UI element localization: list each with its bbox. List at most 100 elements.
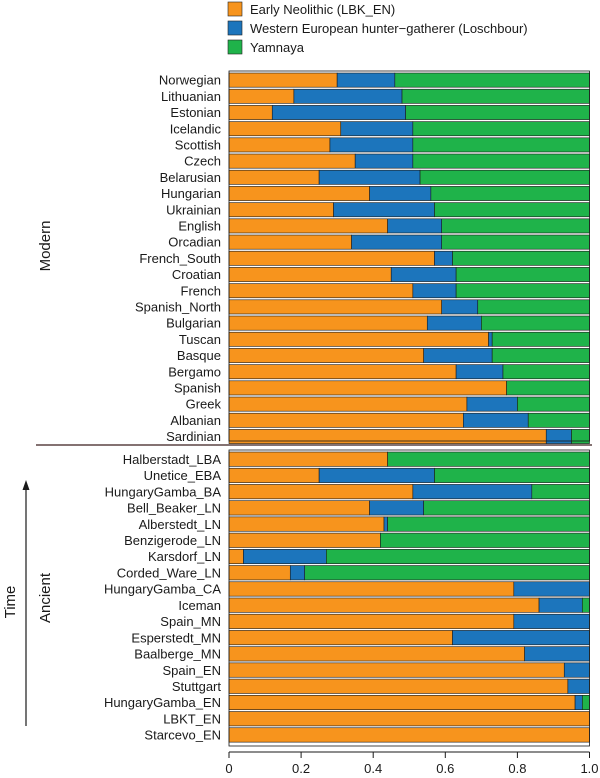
bar-estonian-early-neolithic-lbk-en [228, 105, 273, 120]
bar-ukrainian-early-neolithic-lbk-en [228, 202, 334, 218]
bar-hungarygamba-ca-early-neolithic-lbk-en [228, 581, 515, 597]
category-label-sardinian: Sardinian [166, 429, 221, 444]
bar-starcevo-en-early-neolithic-lbk-en [228, 727, 590, 743]
bar-basque-western-european-hunter-gatherer-loschbour [423, 348, 493, 363]
bar-bulgarian-western-european-hunter-gatherer-loschbour [426, 315, 482, 331]
category-label-bulgarian: Bulgarian [166, 316, 221, 331]
bar-esperstedt-mn-western-european-hunter-gatherer-loschbour [452, 630, 590, 646]
category-label-french: French [181, 283, 221, 298]
bar-benzigerode-ln-early-neolithic-lbk-en [228, 532, 381, 548]
bar-sardinian-western-european-hunter-gatherer-loschbour [545, 429, 572, 444]
bar-bergamo-yamnaya [502, 364, 590, 380]
bar-baalberge-mn-early-neolithic-lbk-en [228, 646, 525, 662]
category-label-alberstedt-ln: Alberstedt_LN [139, 517, 221, 532]
bar-french-south-early-neolithic-lbk-en [228, 250, 435, 266]
group-label-modern: Modern [37, 221, 54, 272]
bar-unetice-eba-western-european-hunter-gatherer-loschbour [318, 467, 435, 483]
bar-bell-beaker-ln-yamnaya [423, 500, 590, 516]
bar-corded-ware-ln-early-neolithic-lbk-en [228, 565, 291, 581]
bar-norwegian-early-neolithic-lbk-en [228, 72, 338, 88]
bar-karsdorf-ln-early-neolithic-lbk-en [228, 549, 244, 565]
category-label-karsdorf-ln: Karsdorf_LN [148, 549, 221, 564]
category-label-basque: Basque [177, 348, 221, 363]
bar-bell-beaker-ln-early-neolithic-lbk-en [228, 500, 370, 516]
category-label-bergamo: Bergamo [168, 364, 221, 379]
bar-bulgarian-yamnaya [481, 315, 590, 331]
bar-lbkt-en-early-neolithic-lbk-en [228, 711, 590, 727]
category-label-scottish: Scottish [175, 138, 221, 153]
bar-orcadian-yamnaya [441, 234, 590, 250]
bar-corded-ware-ln-western-european-hunter-gatherer-loschbour [289, 565, 306, 581]
bar-bell-beaker-ln-western-european-hunter-gatherer-loschbour [369, 500, 424, 516]
bar-spain-en-western-european-hunter-gatherer-loschbour [563, 662, 590, 678]
category-label-spanish-north: Spanish_North [135, 300, 221, 315]
bar-spanish-north-western-european-hunter-gatherer-loschbour [441, 299, 479, 315]
bar-french-south-western-european-hunter-gatherer-loschbour [434, 250, 453, 266]
bar-icelandic-yamnaya [412, 121, 590, 137]
x-axis: 0 0.2 0.4 0.6 0.8 1.0 [225, 751, 599, 776]
bar-halberstadt-lba-yamnaya [387, 451, 590, 467]
bar-norwegian-western-european-hunter-gatherer-loschbour [336, 72, 396, 88]
bar-estonian-western-european-hunter-gatherer-loschbour [271, 105, 406, 120]
x-tick-label-0-6: 0.6 [436, 761, 454, 776]
category-label-croatian: Croatian [172, 267, 221, 282]
bar-hungarygamba-ca-western-european-hunter-gatherer-loschbour [513, 581, 590, 597]
bar-hungarygamba-ba-western-european-hunter-gatherer-loschbour [412, 484, 533, 500]
bar-unetice-eba-yamnaya [434, 467, 590, 483]
x-tick-label-1-0: 1.0 [580, 761, 598, 776]
legend-swatch-early-neolithic-lbk-en [227, 1, 243, 17]
bar-spain-mn-western-european-hunter-gatherer-loschbour [513, 613, 590, 629]
bar-icelandic-early-neolithic-lbk-en [228, 121, 342, 137]
category-label-norwegian: Norwegian [159, 73, 221, 88]
x-tick-label-0-2: 0.2 [292, 761, 310, 776]
bar-icelandic-western-european-hunter-gatherer-loschbour [340, 121, 414, 137]
category-label-estonian: Estonian [170, 105, 221, 120]
bar-alberstedt-ln-early-neolithic-lbk-en [228, 516, 385, 532]
legend: Early Neolithic (LBK_EN) Western European… [227, 1, 528, 55]
bar-sardinian-early-neolithic-lbk-en [228, 429, 547, 444]
bar-french-yamnaya [455, 283, 590, 299]
bar-norwegian-yamnaya [394, 72, 590, 88]
bar-bulgarian-early-neolithic-lbk-en [228, 315, 428, 331]
bar-spanish-north-early-neolithic-lbk-en [228, 299, 442, 315]
bar-sardinian-yamnaya [571, 429, 590, 444]
category-label-french-south: French_South [139, 251, 221, 266]
category-label-baalberge-mn: Baalberge_MN [134, 647, 221, 662]
bar-croatian-yamnaya [455, 267, 590, 282]
bar-croatian-early-neolithic-lbk-en [228, 267, 392, 282]
category-label-stuttgart: Stuttgart [172, 679, 222, 694]
category-label-lbkt-en: LBKT_EN [163, 711, 221, 726]
bar-scottish-western-european-hunter-gatherer-loschbour [329, 137, 414, 153]
bar-hungarygamba-en-early-neolithic-lbk-en [228, 694, 576, 710]
time-arrow [22, 480, 30, 726]
category-label-spain-en: Spain_EN [162, 663, 221, 678]
bar-hungarygamba-en-yamnaya [581, 694, 590, 710]
bar-tuscan-yamnaya [491, 331, 590, 347]
bar-ukrainian-yamnaya [434, 202, 590, 218]
bar-english-early-neolithic-lbk-en [228, 218, 388, 234]
bar-bergamo-western-european-hunter-gatherer-loschbour [455, 364, 504, 380]
category-label-bell-beaker-ln: Bell_Beaker_LN [127, 501, 221, 516]
category-label-hungarian: Hungarian [161, 186, 221, 201]
bar-hungarygamba-ba-yamnaya [531, 484, 590, 500]
bar-tuscan-western-european-hunter-gatherer-loschbour [488, 331, 493, 347]
category-label-esperstedt-mn: Esperstedt_MN [131, 630, 221, 645]
panel-frame-modern [228, 70, 590, 442]
legend-label-early-neolithic-lbk-en: Early Neolithic (LBK_EN) [250, 2, 395, 17]
bar-spain-en-early-neolithic-lbk-en [228, 662, 565, 678]
bar-albanian-western-european-hunter-gatherer-loschbour [463, 412, 529, 428]
legend-label-yamnaya: Yamnaya [250, 40, 305, 55]
bar-unetice-eba-early-neolithic-lbk-en [228, 467, 320, 483]
bar-lithuanian-yamnaya [401, 88, 590, 104]
category-label-halberstadt-lba: Halberstadt_LBA [123, 452, 222, 467]
category-label-spain-mn: Spain_MN [160, 614, 221, 629]
bar-english-western-european-hunter-gatherer-loschbour [387, 218, 442, 234]
bar-greek-western-european-hunter-gatherer-loschbour [466, 396, 518, 412]
bar-alberstedt-ln-western-european-hunter-gatherer-loschbour [383, 516, 388, 532]
legend-swatch-yamnaya [227, 39, 243, 55]
bar-czech-early-neolithic-lbk-en [228, 153, 356, 169]
bar-albanian-yamnaya [527, 412, 590, 428]
bar-albanian-early-neolithic-lbk-en [228, 412, 464, 428]
bar-lithuanian-western-european-hunter-gatherer-loschbour [293, 88, 403, 104]
